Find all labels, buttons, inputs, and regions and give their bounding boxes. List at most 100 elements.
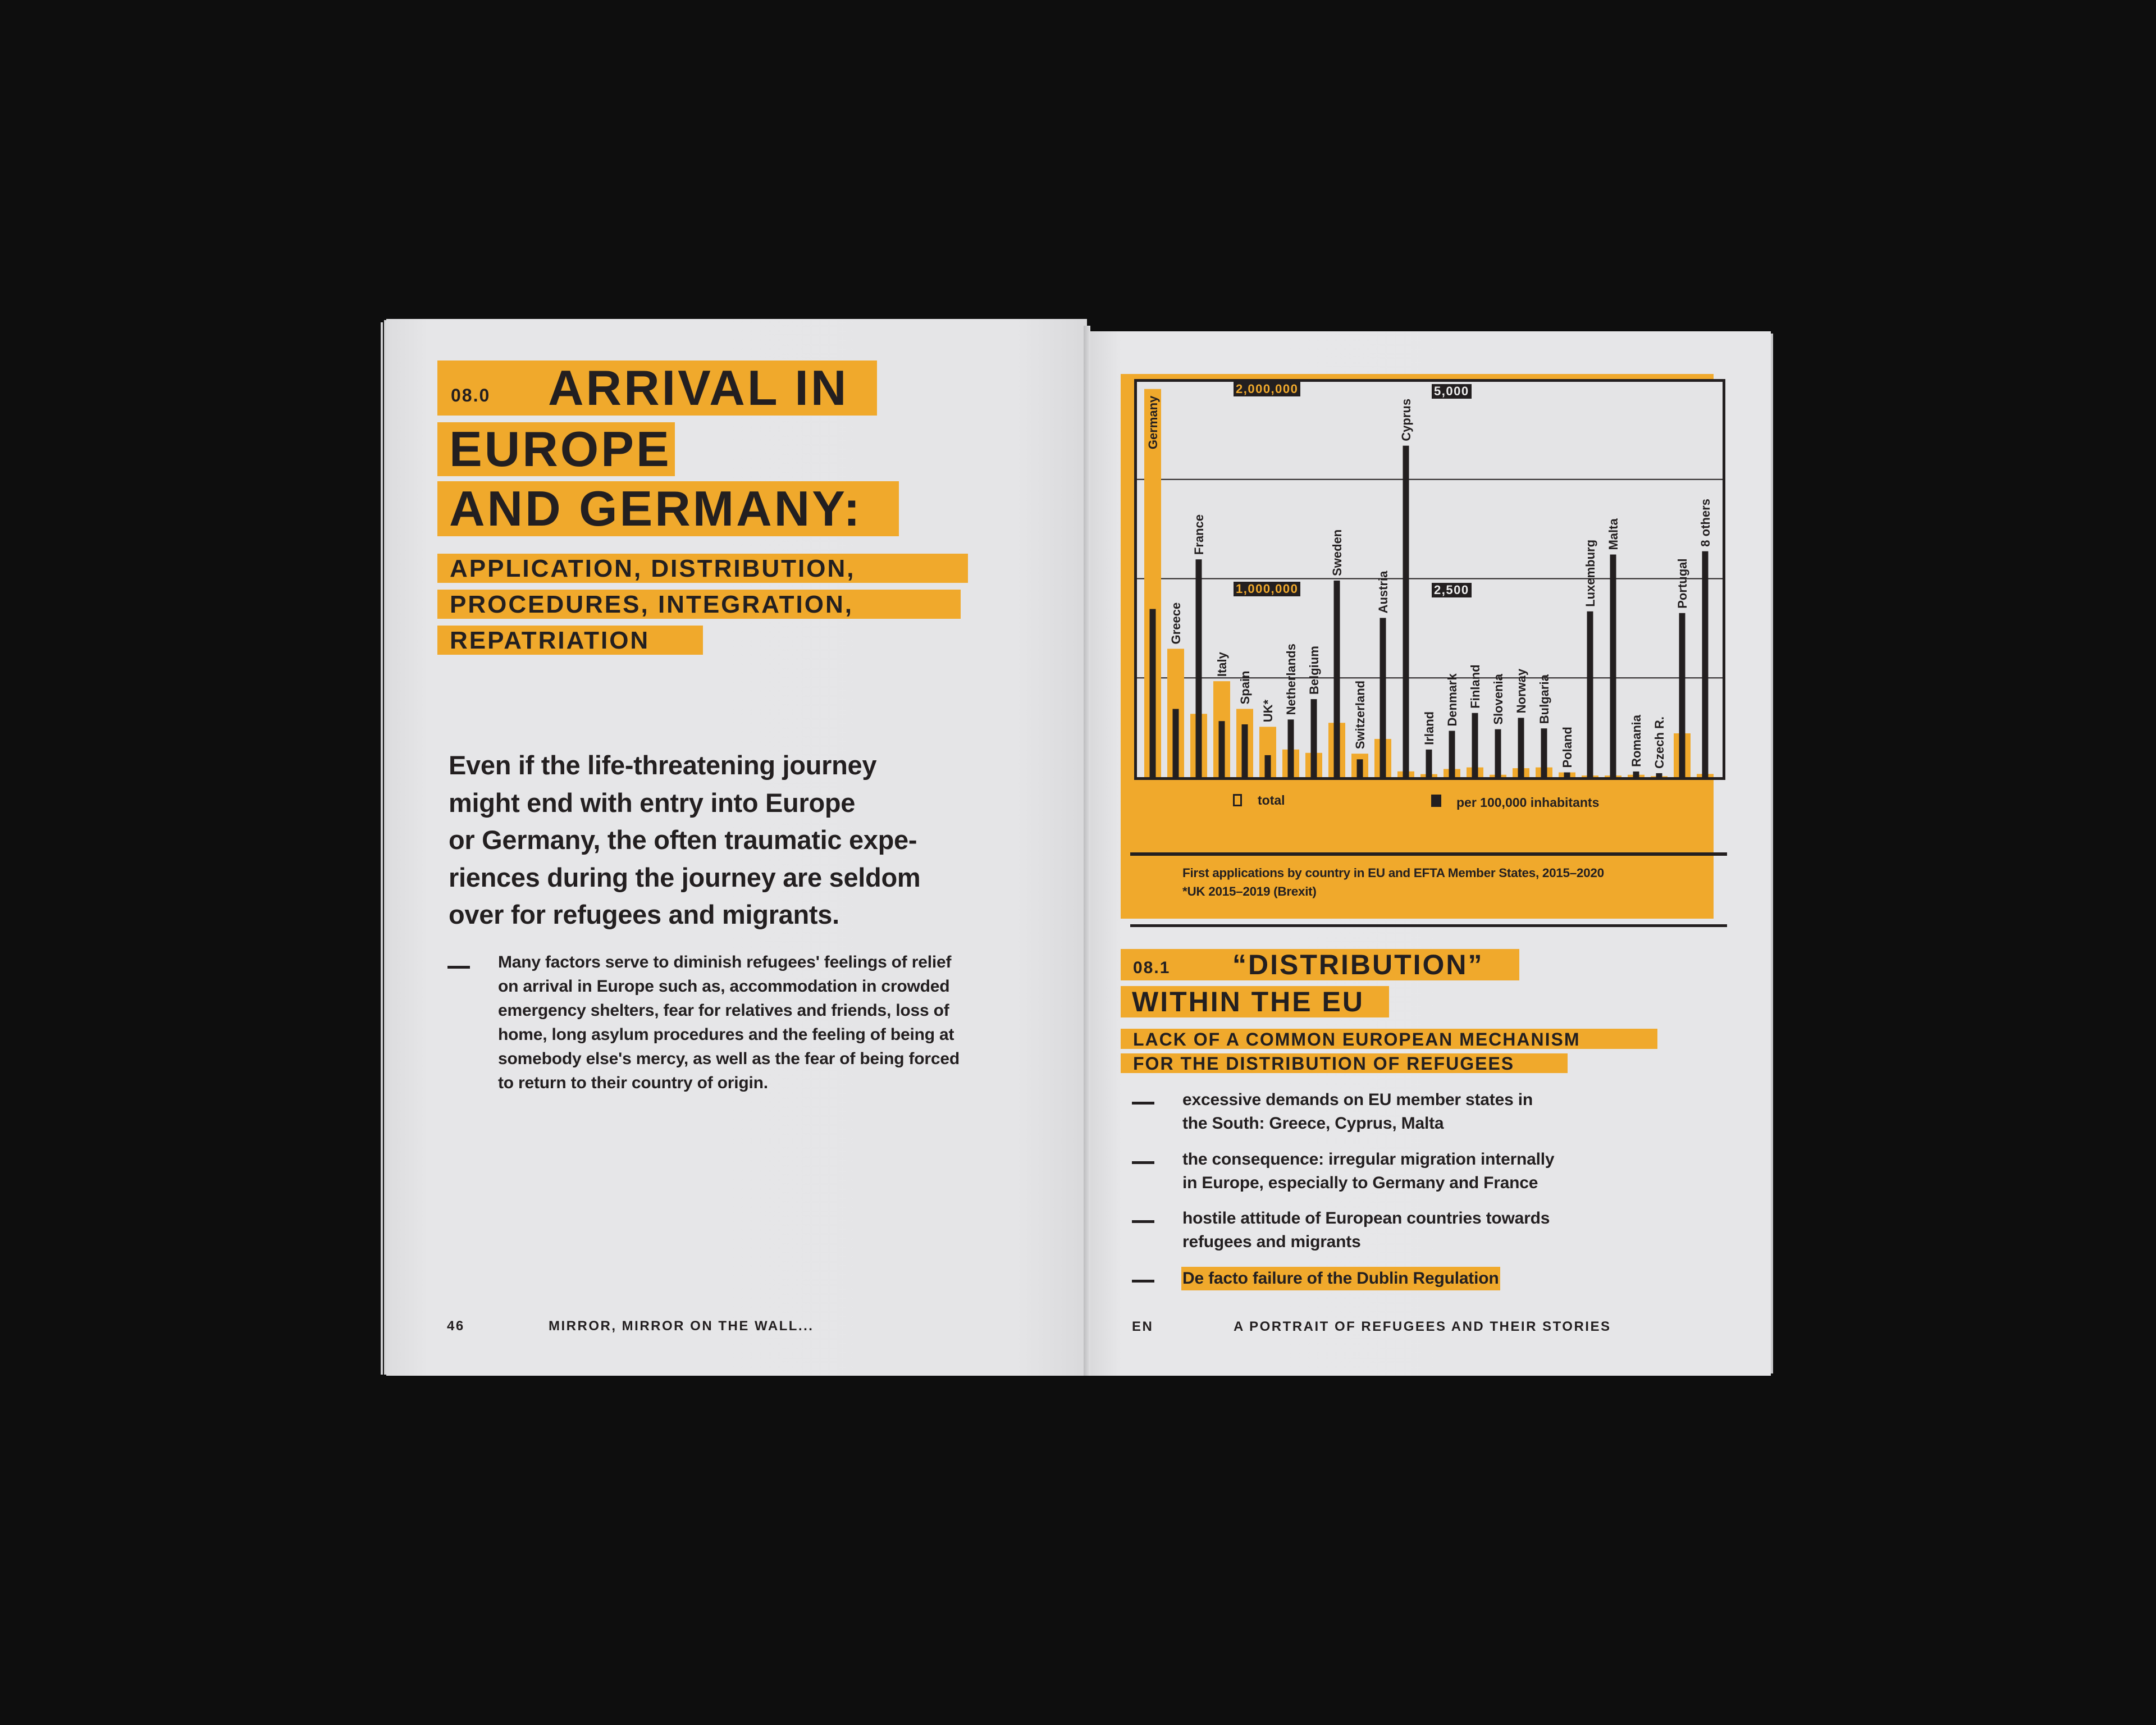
title-highlight	[437, 360, 877, 416]
page-stack-edge	[384, 320, 386, 1375]
bar-per-capita	[1564, 772, 1570, 777]
title-highlight	[437, 422, 675, 476]
section-title-highlight	[1121, 949, 1519, 980]
bar-per-capita	[1656, 773, 1662, 777]
dash-bullet-icon	[1132, 1280, 1154, 1283]
bar-per-capita	[1449, 731, 1455, 777]
right-axis-tick-label: 5,000	[1432, 384, 1472, 399]
bar-per-capita	[1426, 749, 1432, 777]
divider	[1130, 924, 1727, 927]
bar-per-capita	[1218, 721, 1225, 777]
running-title: MIRROR, MIRROR ON THE WALL...	[549, 1318, 814, 1334]
bar-per-capita	[1264, 755, 1271, 777]
page-title-line-3: AND GERMANY:	[449, 481, 862, 536]
section-number: 08.1	[1133, 959, 1171, 977]
chart-frame	[1134, 379, 1725, 780]
dash-bullet-icon	[1132, 1161, 1154, 1164]
category-label: UK*	[1261, 700, 1275, 723]
category-label: Switzerland	[1353, 681, 1367, 749]
category-label: Belgium	[1307, 646, 1321, 695]
dash-bullet-icon	[1132, 1102, 1154, 1105]
right-axis-tick-label: 2,500	[1432, 583, 1472, 597]
subtitle-line: PROCEDURES, INTEGRATION,	[450, 591, 854, 618]
legend-per-capita-swatch-icon	[1431, 795, 1441, 807]
subtitle-line: REPATRIATION	[450, 627, 650, 654]
category-label: Irland	[1422, 711, 1436, 745]
bar-per-capita	[1610, 554, 1616, 777]
bar-per-capita	[1172, 709, 1179, 777]
bar-per-capita	[1356, 759, 1363, 777]
subtitle-highlight	[437, 554, 968, 583]
page-title-line-1: ARRIVAL IN	[548, 360, 849, 416]
section-title-line-1: “DISTRIBUTION”	[1232, 949, 1484, 980]
category-label: Czech R.	[1652, 717, 1666, 769]
category-label: Austria	[1376, 571, 1390, 614]
bullet-item: hostile attitude of European countries t…	[1182, 1209, 1550, 1251]
section-title-highlight	[1121, 986, 1389, 1017]
left-axis-tick-label: 2,000,000	[1234, 382, 1301, 396]
category-label: Germany	[1146, 395, 1160, 449]
category-label: France	[1192, 514, 1206, 555]
bar-per-capita	[1679, 613, 1685, 777]
bar-per-capita	[1310, 699, 1317, 777]
legend-total-label: total	[1258, 793, 1285, 807]
title-highlight	[437, 481, 899, 536]
page-title-line-2: EUROPE	[449, 421, 672, 477]
category-label: Portugal	[1675, 559, 1689, 609]
bullet-item: the consequence: irregular migration int…	[1182, 1150, 1555, 1192]
bar-chart: Germany Greece France Italy Spain UK* Netherla…	[1137, 389, 1723, 777]
bullet-item-highlighted: De facto failure of the Dublin Regulatio…	[1181, 1267, 1500, 1290]
section-number: 08.0	[451, 385, 491, 405]
category-label: Norway	[1514, 668, 1528, 713]
section-subtitle-highlight	[1121, 1029, 1657, 1049]
subtitle-highlight	[437, 626, 703, 655]
language-code: EN	[1132, 1319, 1154, 1334]
bar-per-capita	[1541, 728, 1547, 777]
category-label: Denmark	[1445, 673, 1459, 727]
subtitle-line: APPLICATION, DISTRIBUTION,	[450, 555, 856, 582]
category-label: Luxemburg	[1583, 540, 1597, 607]
bar-per-capita	[1702, 551, 1709, 777]
divider	[1130, 852, 1727, 856]
bar-per-capita	[1333, 580, 1340, 777]
category-label: Slovenia	[1491, 673, 1505, 724]
category-label: 8 others	[1698, 499, 1712, 547]
spine-gutter	[1084, 326, 1090, 1376]
category-label: Cyprus	[1399, 399, 1413, 441]
page-stack-edge	[381, 322, 383, 1375]
section-subtitle-highlight	[1121, 1053, 1568, 1073]
category-label: Sweden	[1330, 530, 1344, 576]
bar-per-capita	[1403, 445, 1409, 777]
dash-bullet-icon	[447, 966, 470, 969]
bar-per-capita	[1149, 609, 1156, 777]
category-label: Bulgaria	[1537, 674, 1551, 724]
page-number: 46	[447, 1318, 465, 1334]
legend-total-swatch-icon	[1233, 794, 1242, 806]
bar-per-capita	[1472, 713, 1478, 777]
chart-caption: First applications by country in EU and …	[1182, 866, 1604, 898]
category-label: Greece	[1169, 603, 1183, 645]
category-label: Finland	[1468, 664, 1482, 708]
page-stack-edge	[1771, 334, 1773, 1373]
subtitle-highlight	[437, 590, 961, 619]
bar-per-capita	[1518, 718, 1524, 777]
lead-paragraph: Even if the life-threatening journey mig…	[449, 750, 921, 929]
dash-bullet-icon	[1132, 1220, 1154, 1223]
bar-per-capita	[1380, 618, 1386, 777]
bar-per-capita	[1633, 771, 1639, 777]
section-subtitle-line: FOR THE DISTRIBUTION OF REFUGEES	[1133, 1053, 1515, 1074]
category-label: Spain	[1238, 671, 1252, 705]
category-label: Malta	[1606, 518, 1620, 550]
bar-per-capita	[1195, 559, 1202, 777]
left-axis-tick-label: 1,000,000	[1234, 582, 1301, 596]
bullet-paragraph: Many factors serve to diminish refugees'…	[498, 953, 960, 1092]
running-title: A PORTRAIT OF REFUGEES AND THEIR STORIES	[1234, 1319, 1611, 1334]
legend-per-capita-label: per 100,000 inhabitants	[1456, 795, 1600, 810]
category-label: Romania	[1629, 714, 1643, 767]
bar-per-capita	[1495, 729, 1501, 777]
category-label: Netherlands	[1284, 644, 1298, 715]
bar-per-capita	[1241, 724, 1248, 777]
category-label: Italy	[1215, 651, 1229, 677]
category-label: Poland	[1560, 727, 1574, 768]
bar-per-capita	[1287, 719, 1294, 777]
